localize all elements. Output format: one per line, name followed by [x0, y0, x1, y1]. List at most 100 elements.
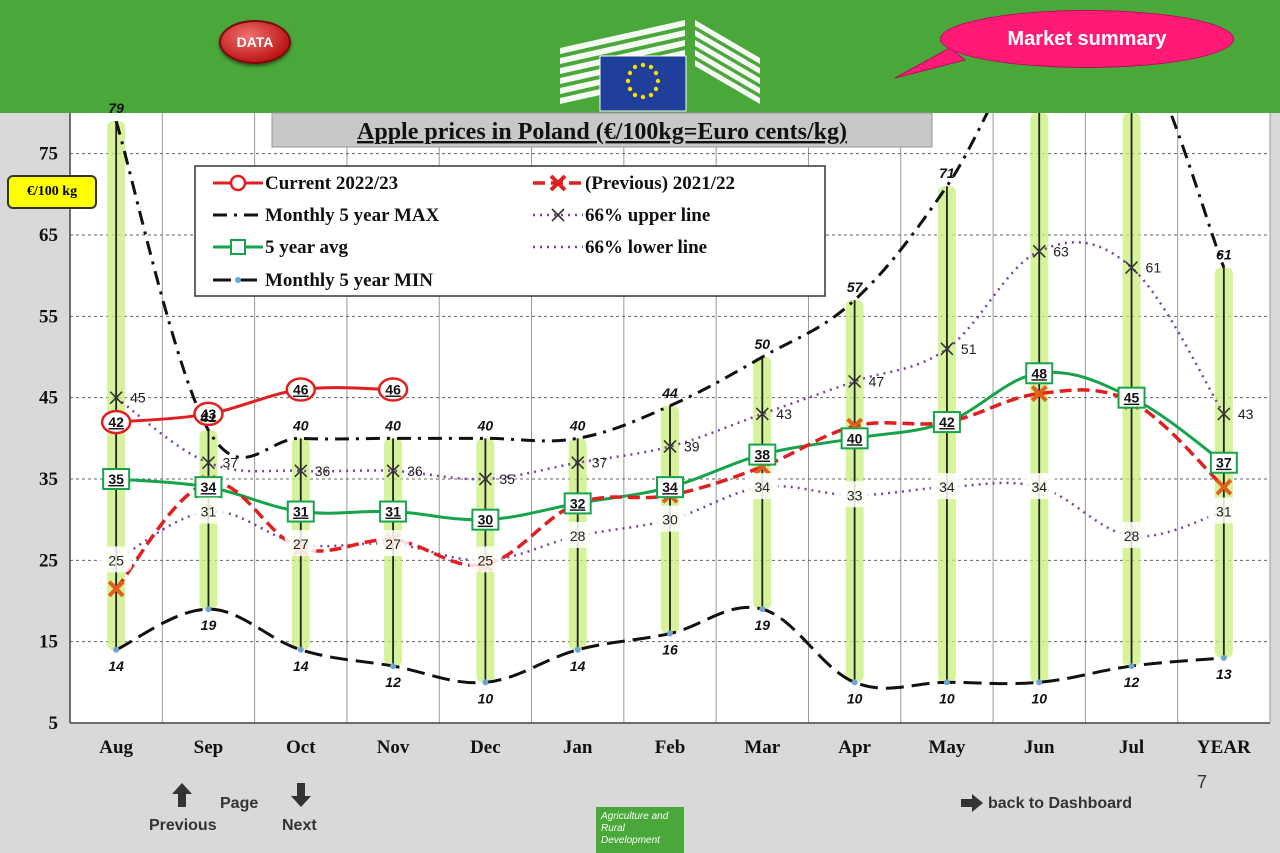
legend-label-min: Monthly 5 year MIN — [265, 270, 433, 291]
upper-label: 36 — [315, 463, 331, 479]
upper-marker — [940, 342, 954, 356]
legend-label-previous: (Previous) 2021/22 — [585, 173, 735, 194]
avg-label: 45 — [1124, 390, 1140, 406]
lower-label: 31 — [201, 504, 217, 520]
lower-halo — [838, 481, 871, 508]
max-label: 61 — [1216, 247, 1232, 263]
arrow-up-icon[interactable] — [171, 782, 193, 808]
min-label: 14 — [293, 658, 309, 674]
min-label: 14 — [570, 658, 586, 674]
eu-stars-icon — [625, 62, 661, 100]
max-label: 41 — [200, 409, 217, 425]
lower-label: 34 — [1031, 479, 1047, 495]
avg-label: 32 — [570, 495, 586, 511]
next-link[interactable]: Next — [282, 817, 317, 834]
upper-marker — [201, 456, 216, 470]
previous-link[interactable]: Previous — [149, 817, 217, 834]
lower-label: 28 — [570, 528, 586, 544]
x-tick-label: Jun — [1024, 737, 1055, 758]
legend-label-lower: 66% lower line — [585, 237, 707, 258]
legend-marker — [235, 277, 241, 283]
min-label: 10 — [847, 690, 863, 706]
min-label: 16 — [662, 642, 678, 658]
avg-marker — [840, 427, 869, 450]
chart-title-group: Apple prices in Poland (€/100kg=Euro cen… — [271, 112, 933, 148]
legend-marker — [549, 174, 567, 192]
upper-marker — [755, 407, 769, 421]
avg-marker — [194, 476, 223, 499]
x-tick-label: Sep — [194, 737, 224, 758]
upper-label: 47 — [869, 373, 885, 389]
lower-halo — [284, 530, 317, 557]
avg-label: 42 — [939, 414, 955, 430]
lower-label: 25 — [478, 552, 494, 568]
legend-label-avg: 5 year avg — [265, 237, 349, 258]
upper-label: 43 — [776, 406, 792, 422]
avg-marker — [102, 468, 131, 490]
lower-label: 30 — [662, 512, 678, 528]
upper-label: 43 — [1238, 406, 1254, 422]
avg-label: 30 — [478, 512, 494, 528]
upper-marker — [571, 456, 585, 470]
upper-marker — [663, 439, 677, 454]
avg-marker — [1117, 386, 1146, 409]
max-label: 40 — [384, 417, 401, 433]
min-label: 12 — [385, 674, 401, 690]
upper-marker — [1217, 407, 1231, 421]
avg-marker — [748, 443, 777, 466]
data-button[interactable]: DATA — [219, 20, 291, 64]
x-tick-label: Nov — [377, 737, 410, 758]
avg-label: 34 — [201, 479, 217, 495]
max-label: 40 — [477, 417, 494, 433]
min-marker — [297, 646, 304, 653]
x-tick-label: Mar — [744, 737, 780, 758]
legend-marker — [229, 174, 247, 192]
min-marker — [759, 606, 766, 613]
arrow-right-icon[interactable] — [960, 793, 984, 813]
legend-marker — [551, 208, 565, 222]
min-marker — [574, 646, 581, 653]
lower-halo — [930, 473, 963, 500]
avg-marker — [563, 492, 592, 515]
x-tick-label: Dec — [470, 737, 501, 758]
legend-label-current: Current 2022/23 — [265, 173, 398, 194]
avg-marker — [656, 476, 684, 499]
lower-halo — [1207, 497, 1240, 524]
min-marker — [851, 679, 858, 686]
current-marker — [377, 377, 409, 402]
legend-label-upper: 66% upper line — [585, 205, 710, 226]
current-label: 46 — [293, 382, 309, 398]
avg-marker — [1209, 451, 1238, 474]
market-summary-button[interactable]: Market summary — [940, 10, 1234, 68]
current-marker — [100, 409, 132, 435]
avg-label: 35 — [108, 471, 124, 487]
y-tick-label: 15 — [39, 632, 58, 653]
avg-label: 34 — [662, 479, 678, 495]
arrow-down-icon[interactable] — [290, 782, 312, 808]
upper-label: 35 — [499, 471, 515, 487]
avg-marker — [379, 500, 408, 523]
upper-marker — [478, 472, 492, 486]
lower-label: 28 — [1124, 528, 1140, 544]
lower-label: 34 — [755, 479, 771, 495]
lower-label: 31 — [1216, 504, 1232, 520]
upper-marker — [294, 464, 308, 478]
y-tick-label: 5 — [49, 713, 59, 734]
upper-marker — [109, 391, 123, 405]
lower-halo — [100, 546, 133, 573]
back-to-dashboard-link[interactable]: back to Dashboard — [988, 795, 1133, 812]
current-label: 42 — [108, 414, 124, 430]
data-labels: 45 37 36 36 35 37 39 43 47 51 63 61 43 25 31 27 27 25 28 30… — [100, 100, 1254, 706]
min-marker — [667, 630, 673, 637]
upper-marker — [386, 464, 400, 478]
min-marker — [1036, 679, 1043, 686]
previous-marker — [1030, 385, 1048, 403]
max-label: 57 — [847, 279, 864, 295]
min-label: 12 — [1124, 674, 1140, 690]
lower-label: 33 — [847, 487, 863, 503]
eu-commission-logo — [560, 20, 760, 112]
max-line — [114, 113, 1226, 459]
lower-label: 27 — [385, 536, 401, 552]
min-label: 10 — [939, 690, 955, 706]
